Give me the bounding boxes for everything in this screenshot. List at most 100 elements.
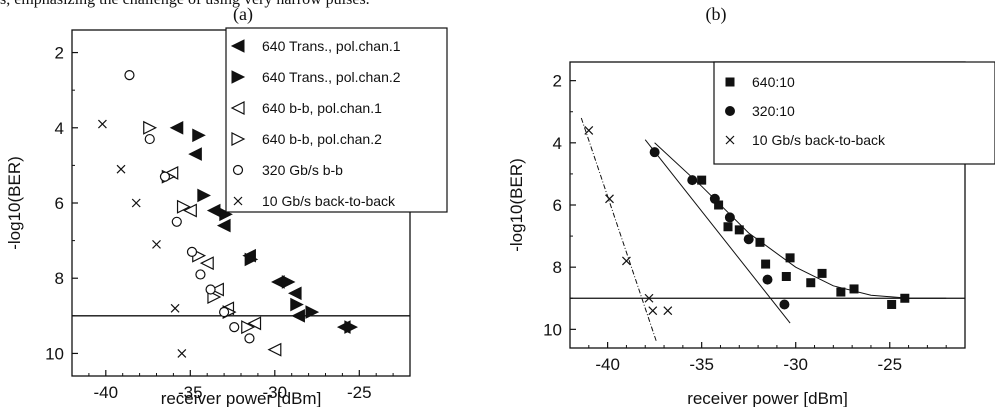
legend-label: 320:10 [752,103,795,119]
fit-curve [580,117,657,342]
x-axis-label: receiver power [dBm] [161,389,322,407]
data-point [188,147,202,161]
data-point [216,218,231,233]
data-point [723,222,733,232]
legend-label: 640:10 [752,74,795,90]
data-point [144,133,155,145]
y-tick-label: 10 [543,320,562,339]
data-point [290,297,304,312]
data-point [131,198,141,208]
y-axis-label: -log10(BER) [507,158,526,252]
data-point [229,322,240,333]
data-point [644,293,654,303]
series [697,175,910,309]
panel-label: (b) [706,4,727,25]
chart-panel-a: (a) -40 -35 -30 -25 2 4 6 8 10 receiver power [dBm… [5,4,448,407]
legend-marker [725,106,735,116]
data-point [761,259,771,269]
legend-marker [230,39,245,53]
legend-label: 10 Gb/s back-to-back [752,132,886,148]
data-point [714,200,724,210]
panel-label: (a) [233,4,253,25]
data-point [169,120,184,135]
data-point [663,306,673,316]
legend-label: 640 Trans., pol.chan.2 [262,69,401,85]
x-tick-label: -40 [94,383,119,402]
data-point [287,286,302,301]
data-point [124,70,135,81]
data-point [205,284,216,295]
x-tick-label: -30 [783,355,808,374]
x-tick-label: -40 [595,355,620,374]
x-stroke [177,349,187,358]
x-stroke [648,306,658,316]
x-tick-label: -30 [263,383,288,402]
series [192,128,358,334]
y-tick-label: 4 [55,119,64,138]
x-tick-label: -25 [877,355,902,374]
data-point [241,320,256,335]
data-point [170,303,180,313]
data-point [267,342,282,357]
data-point [779,299,790,310]
data-point [291,309,305,323]
data-point [195,269,206,280]
y-tick-label: 6 [553,196,562,215]
legend: 640 Trans., pol.chan.1 640 Trans., pol.ch… [225,27,448,213]
data-point [743,234,754,245]
y-tick-label: 4 [553,134,562,153]
data-point [755,237,765,247]
data-point [836,287,846,297]
legend-marker [231,132,246,146]
data-point [762,274,773,285]
data-point [197,188,211,203]
legend-marker [233,196,243,206]
data-point [622,256,631,266]
data-point [192,128,206,143]
x-stroke [663,306,673,316]
data-point [687,175,698,186]
x-stroke [97,119,107,129]
data-point [177,349,187,358]
data-point [159,171,171,182]
legend-marker [231,70,246,84]
legend-marker [230,101,245,115]
series [584,125,673,316]
data-point [116,164,126,174]
legend: 640:10 320:10 10 Gb/s back-to-back [713,61,995,165]
legend-label: 10 Gb/s back-to-back [262,193,396,209]
y-tick-label: 8 [553,258,562,277]
y-tick-label: 2 [553,72,562,91]
series [649,147,790,310]
y-tick-label: 6 [55,194,64,213]
x-stroke [131,198,141,208]
data-point [143,120,158,135]
data-point [199,256,214,271]
legend-marker [725,77,735,87]
x-stroke [170,303,180,313]
data-point [605,194,614,204]
data-point [186,246,198,257]
data-point [209,282,224,297]
data-point [97,119,107,129]
data-point [648,306,658,316]
data-point [785,253,795,263]
data-point [887,299,897,309]
legend-label: 640 b-b, pol.chan.1 [262,100,382,116]
x-tick-label: -35 [178,383,203,402]
data-point [247,316,262,331]
legend-box [713,61,995,165]
data-point [152,239,161,249]
x-stroke [725,135,735,145]
x-tick-label: -35 [689,355,714,374]
chart-panel-b: (b) -40 -35 -30 -25 2 4 6 8 10 receiver power [dBm… [507,4,995,407]
x-stroke [584,125,594,135]
series [124,70,255,344]
legend-marker [232,164,244,176]
data-point [900,293,910,303]
data-point [244,252,259,267]
data-point [305,305,320,319]
data-point [806,278,816,288]
data-point [344,320,358,334]
